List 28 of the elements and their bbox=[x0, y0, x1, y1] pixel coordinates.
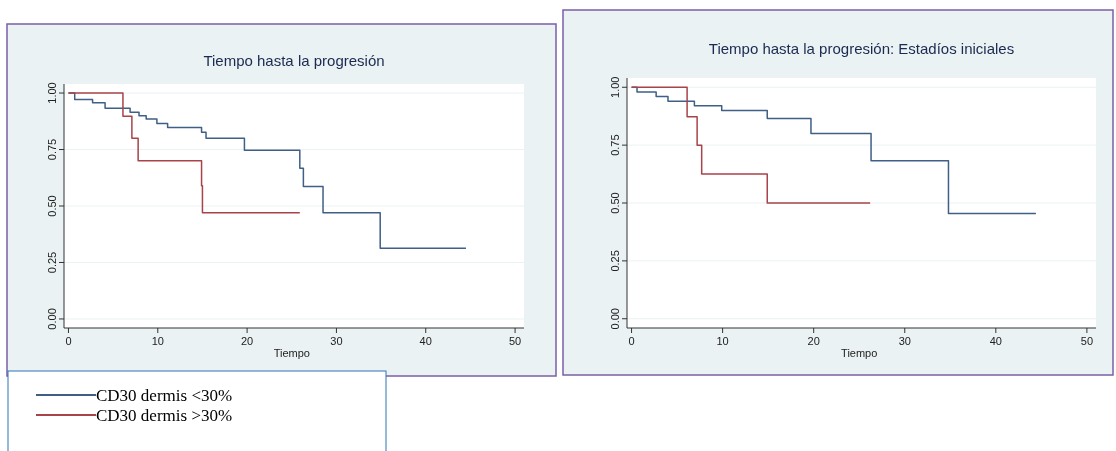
y-tick-label: 0.00 bbox=[46, 308, 58, 330]
y-tick-label: 1.00 bbox=[46, 82, 58, 104]
x-tick-label: 20 bbox=[240, 335, 254, 347]
x-tick-label: 40 bbox=[419, 335, 432, 347]
chart-title: Tiempo hasta la progresión: Estadíos iniciales bbox=[708, 40, 1015, 57]
x-tick-label: 50 bbox=[508, 335, 522, 347]
chart-title: Tiempo hasta la progresión bbox=[203, 52, 385, 69]
y-tick-label: 0.50 bbox=[46, 195, 58, 217]
y-tick-label: 0.75 bbox=[46, 138, 58, 161]
y-tick-label: 0.25 bbox=[46, 251, 58, 274]
x-tick-label: 10 bbox=[716, 335, 729, 347]
y-tick-label: 1.00 bbox=[609, 76, 621, 98]
x-tick-label: 30 bbox=[330, 335, 343, 347]
x-tick-label: 0 bbox=[628, 335, 635, 347]
y-tick-label: 0.75 bbox=[609, 134, 621, 156]
x-tick-label: 50 bbox=[1080, 335, 1094, 347]
x-tick-label: 40 bbox=[989, 335, 1002, 347]
y-tick-label: 0.00 bbox=[609, 308, 621, 330]
legend-label: CD30 dermis <30% bbox=[96, 386, 233, 405]
y-tick-label: 0.25 bbox=[609, 250, 621, 272]
x-axis-title: Tiempo bbox=[841, 347, 878, 359]
x-tick-label: 20 bbox=[807, 335, 820, 347]
y-tick-label: 0.50 bbox=[609, 192, 621, 214]
x-tick-label: 0 bbox=[65, 335, 72, 347]
x-tick-label: 30 bbox=[898, 335, 911, 347]
legend-label: CD30 dermis >30% bbox=[96, 406, 233, 425]
x-tick-label: 10 bbox=[151, 335, 164, 347]
x-axis-title: Tiempo bbox=[273, 347, 310, 359]
